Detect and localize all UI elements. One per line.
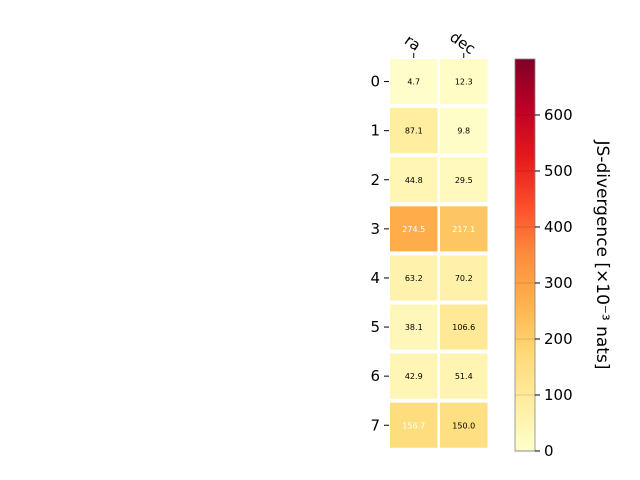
cell-value-label: 156.7: [402, 421, 425, 430]
heatmap-cell-ra-1: [390, 108, 438, 154]
column-label-dec: dec: [446, 28, 478, 58]
row-labels: 0 1 2 3 4 5 6 7: [370, 73, 389, 434]
colorbar-tick-label: 0: [544, 442, 554, 460]
colorbar-gradient: [514, 58, 536, 452]
row-label-4: 4: [370, 269, 380, 287]
heatmap-cell-ra-2: [390, 157, 438, 203]
colorbar-tick-label: 600: [544, 106, 573, 124]
colorbar-tick-label: 400: [544, 218, 573, 236]
cell-value-label: 87.1: [405, 127, 423, 136]
cell-value-label: 274.5: [402, 225, 425, 234]
cell-value-label: 51.4: [455, 372, 473, 381]
cell-value-label: 217.1: [452, 225, 475, 234]
cell-value-label: 106.6: [452, 323, 475, 332]
colorbar-tick-label: 100: [544, 386, 573, 404]
heatmap-cell-ra-4: [390, 255, 438, 301]
colorbar-label: JS-divergence [×10⁻³ nats]: [592, 140, 612, 370]
cell-value-label: 4.7: [407, 78, 420, 87]
heatmap-cell-ra-3: [390, 206, 438, 252]
column-labels: ra dec: [401, 28, 479, 58]
colorbar-tick-label: 300: [544, 274, 573, 292]
cell-value-label: 70.2: [455, 274, 473, 283]
heatmap-cell-dec-2: [440, 157, 488, 203]
heatmap-cell-dec-3: [440, 206, 488, 252]
row-label-0: 0: [370, 73, 380, 91]
cell-value-label: 38.1: [405, 323, 423, 332]
row-label-5: 5: [370, 318, 380, 336]
cell-value-label: 42.9: [405, 372, 423, 381]
colorbar-ticks: 0 100 200 300 400 500 600: [515, 106, 573, 460]
colorbar-tick-label: 500: [544, 162, 573, 180]
heatmap-cell-dec-1: [440, 108, 488, 154]
column-label-ra: ra: [401, 31, 424, 55]
heatmap-cells: 4.7 12.3 87.1 9.8 44.8 29.5 274.5 217.1 63.2 70.2…: [390, 59, 488, 448]
heatmap-cell-ra-0: [390, 59, 438, 105]
row-label-3: 3: [370, 220, 380, 238]
heatmap-cell-ra-6: [390, 353, 438, 399]
heatmap-cell-dec-6: [440, 353, 488, 399]
cell-value-label: 29.5: [455, 176, 473, 185]
row-label-1: 1: [370, 122, 380, 140]
heatmap-cell-ra-7: [390, 402, 438, 448]
heatmap-cell-dec-7: [440, 402, 488, 448]
row-label-6: 6: [370, 367, 380, 385]
heatmap-cell-dec-4: [440, 255, 488, 301]
cell-value-label: 12.3: [455, 78, 473, 87]
cell-value-label: 9.8: [457, 127, 470, 136]
cell-value-label: 63.2: [405, 274, 423, 283]
heatmap-cell-dec-0: [440, 59, 488, 105]
cell-value-label: 150.0: [452, 421, 475, 430]
row-label-7: 7: [370, 416, 380, 434]
cell-value-label: 44.8: [405, 176, 423, 185]
row-label-2: 2: [370, 171, 380, 189]
heatmap-cell-ra-5: [390, 304, 438, 350]
colorbar: 0 100 200 300 400 500 600 JS-divergence [×10⁻³…: [514, 58, 612, 460]
heatmap-cell-dec-5: [440, 304, 488, 350]
colorbar-tick-label: 200: [544, 330, 573, 348]
